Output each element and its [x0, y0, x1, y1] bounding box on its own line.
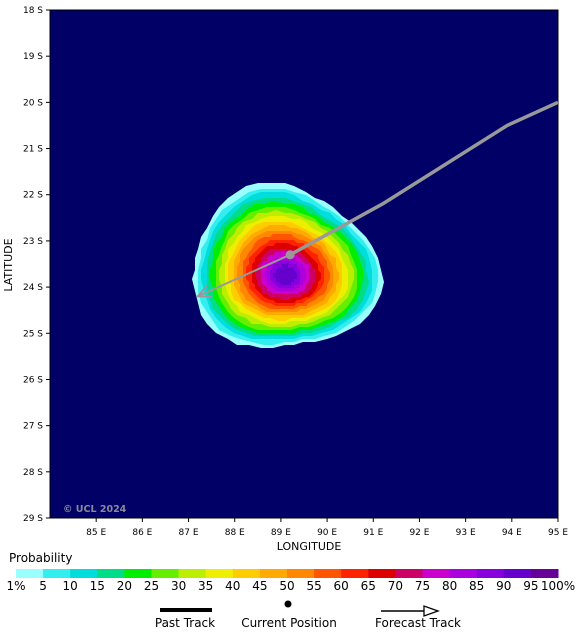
- forecast-track-label: Forecast Track: [375, 616, 461, 630]
- colorbar-label: 90: [496, 579, 512, 593]
- lat-tick-label: 21 S: [23, 145, 43, 155]
- colorbar-segment: [530, 569, 559, 578]
- lon-tick-label: 89 E: [271, 528, 291, 538]
- lat-tick-label: 28 S: [23, 468, 43, 478]
- colorbar-label: 20: [116, 579, 133, 593]
- colorbar-segment: [232, 569, 261, 578]
- colorbar-label: 5: [39, 579, 47, 593]
- lon-tick-label: 94 E: [502, 528, 522, 538]
- forecast-track-line: [197, 253, 291, 298]
- lon-tick-label: 85 E: [86, 528, 106, 538]
- colorbar-segment: [422, 569, 451, 578]
- latitude-axis: 18 S 19 S 20 S 21 S 22 S 23 S 24 S 25 S 26 S 27 S…: [23, 6, 50, 524]
- probability-contour: [273, 264, 297, 285]
- colorbar-label: 40: [225, 579, 241, 593]
- lon-tick-label: 92 E: [409, 528, 429, 538]
- current-position-marker: [285, 250, 295, 260]
- colorbar-label: 15: [89, 579, 105, 593]
- colorbar-segment: [395, 569, 423, 578]
- lat-tick-label: 23 S: [23, 237, 43, 247]
- lon-tick-label: 86 E: [132, 528, 152, 538]
- colorbar-segment: [287, 569, 315, 578]
- lon-tick-label: 93 E: [456, 528, 476, 538]
- lon-tick-label: 95 E: [548, 528, 568, 538]
- colorbar-segment: [97, 569, 125, 578]
- colorbar-segment: [151, 569, 180, 578]
- colorbar-label: 65: [360, 579, 376, 593]
- lat-tick-label: 22 S: [23, 191, 43, 201]
- colorbar-label: 85: [469, 579, 485, 593]
- lon-tick-label: 88 E: [225, 528, 245, 538]
- colorbar-segment: [124, 569, 152, 578]
- colorbar-segment: [314, 569, 342, 578]
- colorbar-segment: [476, 569, 505, 578]
- forecast-track-arrowhead: [195, 284, 213, 298]
- lat-tick-label: 26 S: [23, 375, 43, 385]
- lat-tick-label: 27 S: [23, 422, 43, 432]
- lat-tick-label: 25 S: [23, 329, 43, 339]
- x-axis-title: LONGITUDE: [277, 540, 342, 553]
- colorbar-label: 45: [252, 579, 268, 593]
- colorbar-label: 60: [333, 579, 349, 593]
- lat-tick-label: 18 S: [23, 6, 43, 16]
- colorbar-label: 70: [387, 579, 404, 593]
- lon-tick-label: 91 E: [363, 528, 383, 538]
- colorbar-segment: [16, 569, 44, 578]
- lat-tick-label: 24 S: [23, 283, 43, 293]
- colorbar-segment: [449, 569, 478, 578]
- colorbar-label: 25: [143, 579, 160, 593]
- colorbar-label: 100%: [540, 579, 576, 593]
- track-key-symbols: [160, 600, 440, 617]
- current-position-symbol: [284, 600, 292, 608]
- colorbar-segment: [178, 569, 207, 578]
- probability-colorbar: [16, 569, 559, 578]
- past-track-label: Past Track: [154, 616, 216, 630]
- copyright-label: © UCL 2024: [63, 504, 127, 515]
- colorbar-segment: [43, 569, 71, 578]
- lon-tick-label: 90 E: [317, 528, 337, 538]
- past-track-line: [289, 100, 558, 257]
- colorbar-segment: [341, 569, 369, 578]
- colorbar-label: 95: [523, 579, 539, 593]
- colorbar-label: 75: [414, 579, 431, 593]
- y-axis-title: LATITUDE: [2, 238, 15, 291]
- colorbar-label: 10: [62, 579, 78, 593]
- legend-title: Probability: [9, 551, 73, 565]
- colorbar-segment: [368, 569, 396, 578]
- current-position-label: Current Position: [241, 616, 337, 630]
- colorbar-label: 30: [170, 579, 187, 593]
- storm-tracks: [195, 100, 558, 298]
- colorbar-label: 1%: [6, 579, 26, 593]
- colorbar-label: 50: [279, 579, 295, 593]
- lat-tick-label: 29 S: [23, 514, 43, 524]
- colorbar-segment: [205, 569, 234, 578]
- lat-tick-label: 19 S: [23, 52, 43, 62]
- colorbar-label: 80: [441, 579, 458, 593]
- forecast-arrowhead: [423, 605, 440, 617]
- lon-tick-label: 87 E: [179, 528, 199, 538]
- colorbar-label: 35: [198, 579, 214, 593]
- colorbar-segment: [503, 569, 532, 578]
- longitude-axis: 85 E 86 E 87 E 88 E 89 E 90 E 91 E 92 E 93 E 94 E…: [86, 518, 568, 538]
- colorbar-segment: [259, 569, 288, 578]
- colorbar-label: 55: [306, 579, 322, 593]
- colorbar-segment: [70, 569, 98, 578]
- lat-tick-label: 20 S: [23, 98, 43, 108]
